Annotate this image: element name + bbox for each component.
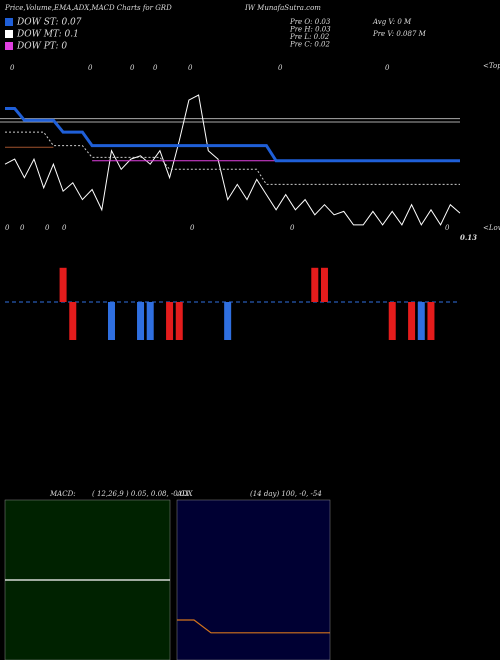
volume-bar bbox=[311, 267, 319, 302]
panel bbox=[176, 499, 331, 660]
volume-bar bbox=[146, 302, 154, 340]
site: IW MunafaSutra.com bbox=[244, 4, 321, 12]
top-label: 0 bbox=[153, 64, 158, 72]
line bbox=[5, 131, 460, 185]
top-label: 0 bbox=[88, 64, 93, 72]
top-label: 0 bbox=[10, 64, 15, 72]
stat: Avg V: 0 M bbox=[372, 18, 412, 26]
volume-bar bbox=[417, 302, 425, 340]
legend-label: DOW PT: 0 bbox=[16, 42, 67, 52]
bottom-label: 0 bbox=[62, 224, 67, 232]
stat: Pre H: 0.03 bbox=[289, 26, 331, 34]
bottom-label: 0 bbox=[45, 224, 50, 232]
volume-bar bbox=[59, 267, 67, 302]
bottom-label: 0 bbox=[445, 224, 450, 232]
stat: Pre V: 0.087 M bbox=[372, 30, 427, 38]
top-label: 0 bbox=[188, 64, 193, 72]
volume-bar bbox=[69, 302, 77, 340]
legend-swatch bbox=[5, 42, 13, 50]
top-label: 0 bbox=[130, 64, 135, 72]
volume-bar bbox=[427, 302, 435, 340]
stat: Pre O: 0.03 bbox=[289, 18, 331, 26]
volume-bar bbox=[224, 302, 232, 340]
legend-label: DOW MT: 0.1 bbox=[16, 30, 79, 40]
volume-bar bbox=[166, 302, 174, 340]
bottom-label: 0 bbox=[5, 224, 10, 232]
volume-bar bbox=[320, 267, 328, 302]
bottom-label: 0 bbox=[190, 224, 195, 232]
note: <Tope bbox=[483, 62, 500, 70]
panel-subtitle: ( 12,26,9 ) 0.05, 0.08, -0.03 bbox=[92, 490, 189, 498]
panel-title: ADX bbox=[176, 490, 194, 498]
legend-label: DOW ST: 0.07 bbox=[16, 18, 82, 28]
bottom-label: 0 bbox=[20, 224, 25, 232]
legend-swatch bbox=[5, 18, 13, 26]
line bbox=[177, 619, 330, 634]
legend-swatch bbox=[5, 30, 13, 38]
line bbox=[4, 94, 461, 226]
volume-bar bbox=[408, 302, 416, 340]
panel-title: MACD: bbox=[49, 490, 76, 498]
volume-bar bbox=[137, 302, 145, 340]
top-label: 0 bbox=[278, 64, 283, 72]
stat: Pre L: 0.02 bbox=[289, 33, 330, 41]
note: <Lowe bbox=[483, 224, 500, 232]
volume-bar bbox=[175, 302, 183, 340]
panel-subtitle: (14 day) 100, -0, -54 bbox=[250, 490, 322, 498]
volume-bar bbox=[388, 302, 396, 340]
last-price: 0.13 bbox=[460, 233, 477, 242]
bottom-label: 0 bbox=[290, 224, 295, 232]
stat: Pre C: 0.02 bbox=[289, 41, 330, 49]
title: Price,Volume,EMA,ADX,MACD Charts for GRD bbox=[4, 4, 172, 12]
top-label: 0 bbox=[385, 64, 390, 72]
volume-bar bbox=[107, 302, 115, 340]
line bbox=[5, 107, 460, 163]
